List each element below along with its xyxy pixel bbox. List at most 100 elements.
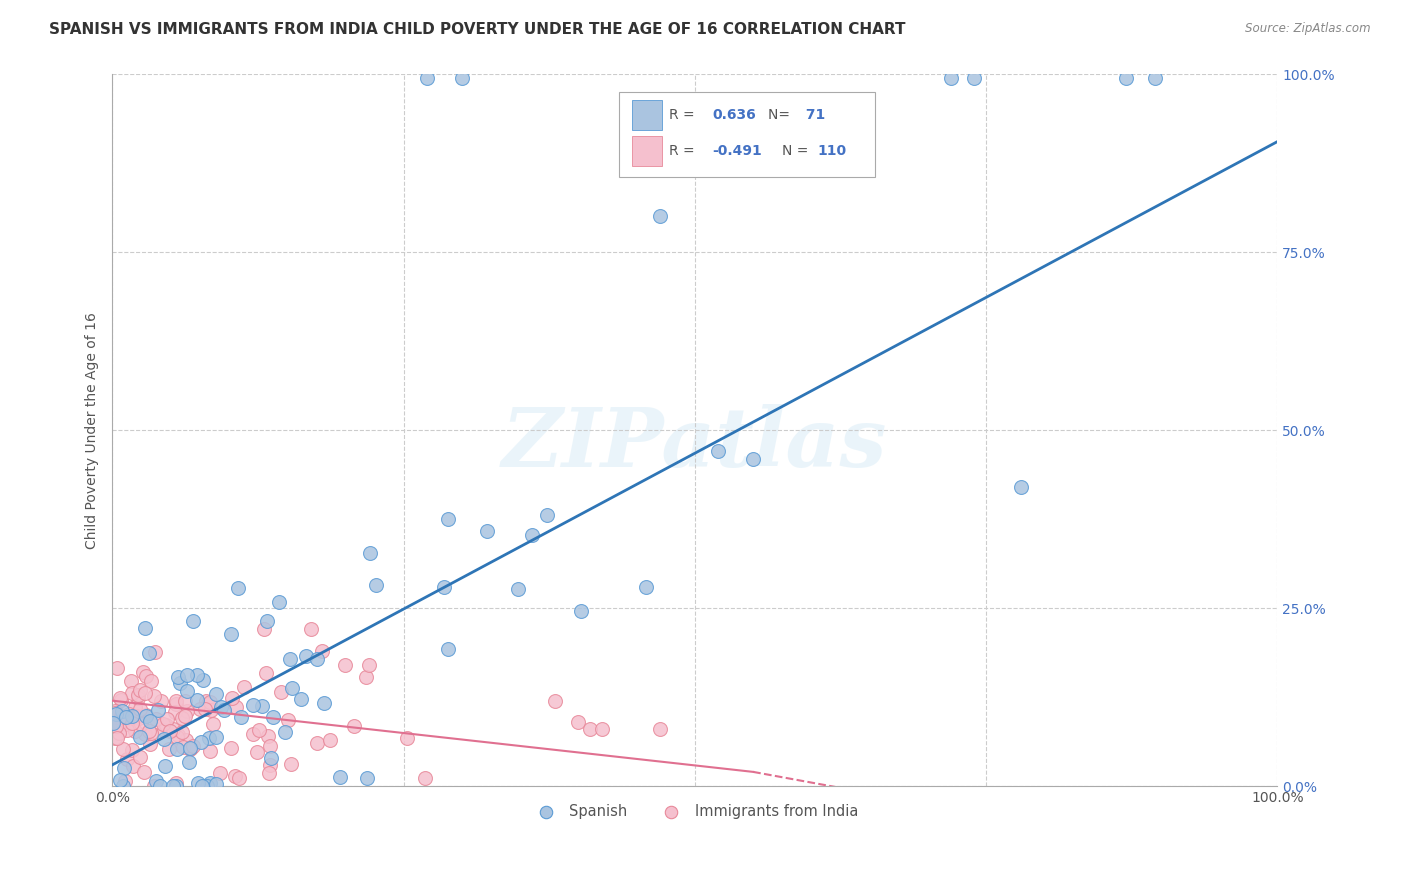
Point [186, 668, 208, 682]
Point [174, 733, 197, 747]
Point [225, 700, 247, 714]
Point [278, 652, 301, 666]
Point [475, 524, 498, 538]
Point [104, 704, 127, 718]
Point [194, 702, 217, 716]
Point [226, 581, 249, 595]
Point [167, 728, 190, 742]
Point [121, 709, 143, 723]
Point [579, 722, 602, 736]
Point [165, 697, 187, 711]
Point [173, 694, 195, 708]
Point [343, 719, 366, 733]
Point [139, 737, 162, 751]
Point [191, 779, 214, 793]
Point [181, 614, 204, 628]
Point [105, 707, 128, 722]
Point [170, 710, 193, 724]
Point [107, 706, 129, 721]
Point [159, 723, 181, 738]
Point [356, 771, 378, 785]
Point [152, 717, 174, 731]
Point [139, 714, 162, 728]
Point [153, 723, 176, 737]
Point [150, 694, 173, 708]
Point [190, 735, 212, 749]
FancyBboxPatch shape [619, 92, 876, 178]
Point [145, 712, 167, 726]
Point [159, 742, 181, 756]
Point [105, 710, 128, 724]
Point [129, 750, 152, 764]
Point [156, 713, 179, 727]
Point [195, 779, 218, 793]
Point [205, 777, 228, 791]
Point [311, 644, 333, 658]
Point [295, 648, 318, 663]
Point [124, 724, 146, 739]
Point [115, 716, 138, 731]
Legend: Spanish, Immigrants from India: Spanish, Immigrants from India [526, 798, 865, 825]
Point [247, 723, 270, 737]
Point [280, 756, 302, 771]
Point [219, 741, 242, 756]
Point [172, 739, 194, 754]
Point [232, 681, 254, 695]
Point [176, 684, 198, 698]
Point [179, 742, 201, 756]
Point [132, 710, 155, 724]
Point [135, 708, 157, 723]
Point [179, 755, 201, 769]
Point [111, 704, 134, 718]
Point [187, 776, 209, 790]
Point [134, 686, 156, 700]
Point [567, 714, 589, 729]
Text: N =: N = [782, 144, 813, 158]
Point [166, 742, 188, 756]
Text: R =: R = [669, 144, 699, 158]
Point [963, 70, 986, 85]
Point [110, 710, 132, 724]
Point [176, 704, 198, 718]
Point [129, 702, 152, 716]
Point [415, 771, 437, 785]
Point [274, 725, 297, 739]
Point [536, 508, 558, 523]
Point [312, 697, 335, 711]
Point [138, 724, 160, 739]
Point [451, 70, 474, 85]
Point [357, 658, 380, 673]
Point [395, 731, 418, 745]
Point [257, 729, 280, 743]
Point [170, 725, 193, 739]
Point [221, 627, 243, 641]
Point [103, 722, 125, 736]
Point [108, 772, 131, 787]
Point [114, 773, 136, 788]
Point [634, 580, 657, 594]
Text: 71: 71 [801, 108, 825, 122]
Point [270, 685, 292, 699]
Point [134, 621, 156, 635]
Point [112, 713, 135, 727]
Point [209, 699, 232, 714]
Point [125, 710, 148, 724]
Point [105, 719, 128, 733]
FancyBboxPatch shape [631, 136, 662, 166]
Point [212, 703, 235, 717]
Point [506, 582, 529, 596]
Point [305, 736, 328, 750]
Point [544, 694, 567, 708]
Point [229, 710, 252, 724]
Point [197, 698, 219, 712]
Point [939, 70, 962, 85]
FancyBboxPatch shape [631, 101, 662, 130]
Point [250, 699, 273, 714]
Point [267, 595, 290, 609]
Point [128, 711, 150, 725]
Text: 110: 110 [817, 144, 846, 158]
Point [194, 693, 217, 707]
Point [166, 670, 188, 684]
Point [591, 722, 613, 736]
Point [205, 731, 228, 745]
